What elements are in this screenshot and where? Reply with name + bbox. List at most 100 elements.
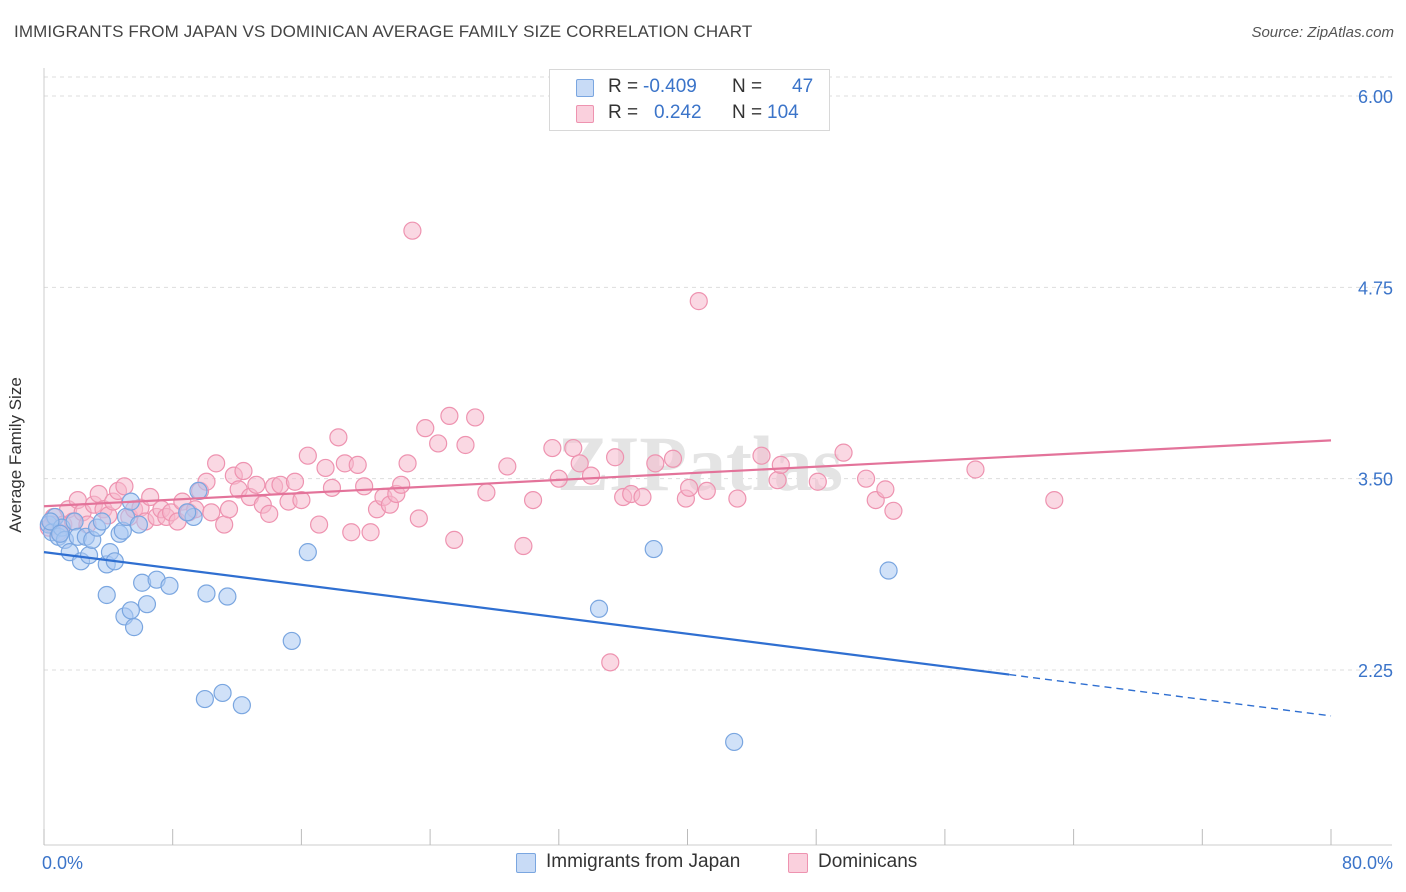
dominican-point	[633, 487, 652, 507]
japan-point	[589, 599, 609, 618]
japan-point	[124, 618, 144, 637]
legend-r-value: 0.242	[654, 102, 702, 123]
y-axis-label: Average Family Size	[6, 377, 25, 533]
dominican-point	[285, 472, 305, 491]
japan-point	[232, 696, 251, 715]
source-credit: Source: ZipAtlas.com	[1251, 24, 1394, 41]
dominican-point	[309, 515, 329, 534]
japan-point	[282, 631, 301, 651]
dominican-point	[361, 523, 380, 542]
dominican-point	[570, 454, 589, 473]
dominican-point	[876, 480, 895, 499]
dominican-point	[689, 292, 708, 311]
japan-point	[879, 561, 898, 580]
x-tick-label: 0.0%	[42, 853, 83, 873]
dominican-point	[523, 490, 543, 510]
dominican-point	[728, 489, 747, 508]
dominican-point	[564, 438, 583, 458]
legend-n-value: 104	[767, 102, 799, 123]
dominican-point	[440, 406, 459, 426]
dominican-point	[543, 438, 562, 458]
dominican-point	[115, 477, 134, 496]
japan-trendline-extension	[1009, 673, 1332, 717]
dominican-point	[392, 475, 411, 494]
japan-point	[218, 587, 237, 606]
dominican-point	[856, 469, 876, 488]
japan-point	[41, 512, 60, 531]
japan-point	[725, 732, 744, 752]
dominican-point	[966, 460, 985, 479]
legend-swatch-dominicans	[576, 105, 594, 123]
legend-row-dominicans: R = 0.242 N = 104	[550, 101, 829, 127]
dominican-point	[808, 472, 827, 491]
y-tick-label: 3.50	[1358, 470, 1393, 490]
dominican-point	[834, 443, 853, 462]
bottom-legend-label-dominicans: Dominicans	[818, 851, 918, 872]
legend-n-label: N =	[732, 102, 763, 123]
legend-r-label: R =	[608, 76, 639, 97]
dominican-point	[292, 490, 311, 510]
dominican-point	[207, 454, 226, 473]
japan-point	[644, 539, 663, 559]
dominican-point	[403, 221, 422, 240]
dominican-point	[260, 504, 279, 523]
dominican-point	[601, 653, 620, 672]
japan-point	[189, 481, 208, 501]
dominican-point	[1045, 490, 1064, 510]
dominican-point	[445, 530, 464, 549]
dominican-point	[416, 419, 435, 438]
dominican-point	[884, 501, 903, 520]
legend-r-label: R =	[608, 102, 639, 123]
dominican-point	[355, 477, 374, 496]
dominican-point	[348, 455, 367, 474]
dominican-trendline	[43, 439, 1332, 508]
dominican-point	[752, 446, 771, 465]
legend-n-label: N =	[732, 76, 763, 97]
dominican-point	[514, 536, 533, 556]
y-tick-label: 2.25	[1358, 661, 1393, 681]
japan-point	[50, 524, 70, 543]
dominican-point	[466, 408, 485, 427]
japan-point	[298, 543, 317, 562]
japan-point	[178, 503, 197, 522]
dominican-point	[663, 449, 683, 468]
japan-point	[129, 515, 149, 534]
chart-title: IMMIGRANTS FROM JAPAN VS DOMINICAN AVERA…	[14, 22, 753, 41]
dominican-point	[398, 454, 417, 473]
dominican-point	[771, 455, 790, 474]
dominican-point	[477, 483, 496, 502]
x-tick-label: 80.0%	[1342, 853, 1393, 873]
japan-point	[92, 512, 112, 531]
japan-trendline	[43, 551, 1010, 676]
bottom-legend-swatch-japan	[516, 853, 536, 873]
dominican-point	[298, 446, 317, 465]
legend-r-value: -0.409	[643, 76, 697, 97]
legend-row-japan: R = -0.409 N = 47	[550, 75, 829, 101]
bottom-legend-swatch-dominicans	[788, 853, 808, 873]
y-tick-label: 4.75	[1358, 278, 1393, 298]
japan-point	[160, 576, 179, 595]
dominican-point	[322, 478, 342, 497]
japan-point	[213, 683, 232, 703]
dominican-point	[409, 509, 428, 528]
y-tick-label: 6.00	[1358, 87, 1393, 107]
japan-point	[197, 584, 216, 603]
dominican-point	[316, 458, 335, 478]
dominican-point	[768, 471, 787, 490]
dominican-point	[581, 466, 601, 485]
dominican-point	[429, 434, 448, 453]
dominican-point	[202, 503, 221, 522]
dominican-point	[646, 454, 665, 473]
dominican-point	[697, 481, 716, 501]
dominican-point	[215, 515, 234, 534]
dominican-point	[234, 461, 253, 481]
japan-point	[65, 512, 84, 531]
japan-point	[195, 689, 214, 709]
dominican-point	[680, 478, 699, 497]
dominican-point	[342, 523, 361, 542]
bottom-legend-label-japan: Immigrants from Japan	[546, 851, 741, 872]
japan-point	[137, 595, 157, 614]
correlation-legend: R = -0.409 N = 47 R = 0.242 N = 104	[549, 69, 830, 131]
japan-point	[121, 601, 140, 620]
